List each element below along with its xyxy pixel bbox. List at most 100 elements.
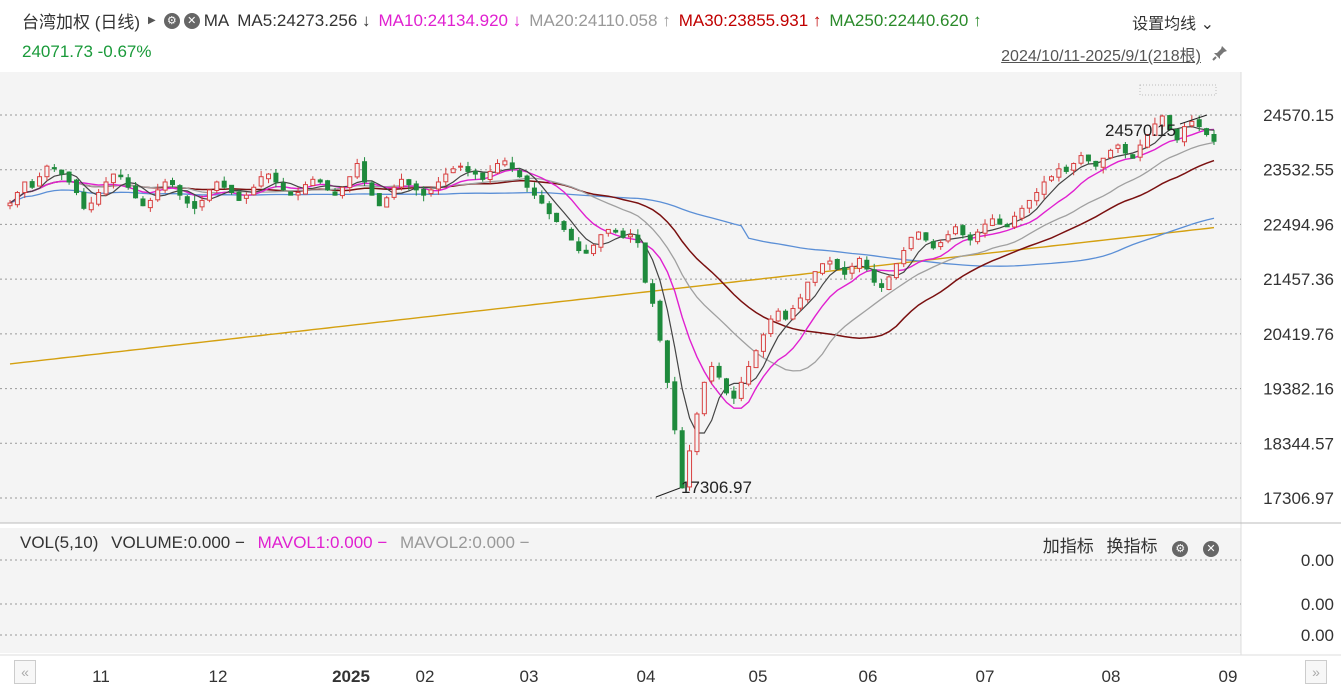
candle-up [435,181,441,190]
candle-up [339,186,345,197]
candle-up [37,176,43,187]
candle-down [620,230,626,238]
candle-up [1019,207,1025,219]
price-change: 24071.73 -0.67% [22,42,152,61]
candle-up [901,250,907,265]
candle-down [576,241,582,252]
candle-down [723,378,729,394]
candle-up [1137,144,1143,158]
candle-down [1211,133,1217,142]
candle-up [1100,157,1106,168]
candle-down [930,241,936,249]
candle-down [1004,224,1010,228]
candle-up [88,202,94,211]
candle-up [155,189,161,201]
candle-up [295,192,301,196]
vol-label: VOL(5,10) [20,533,99,552]
candle-up [1145,134,1151,148]
annotations: 17306.97 24570.15 [655,84,1217,498]
candle-down [842,267,848,275]
candle-up [243,194,249,199]
y-tick-label: 23532.55 [1263,161,1334,180]
gear-icon[interactable]: ⚙ [1172,541,1189,557]
candle-down [1130,154,1136,159]
candle-up [1181,126,1187,143]
candle-down [170,180,176,186]
scroll-left-button[interactable]: « [14,660,36,684]
candle-up [302,184,308,195]
candles [7,114,1217,491]
candle-down [51,167,57,170]
y-tick-label: 17306.97 [1263,489,1334,508]
candle-down [317,179,323,183]
candle-up [938,242,944,248]
candle-down [413,183,419,191]
close-icon[interactable]: ✕ [1203,541,1219,557]
candle-down [66,171,72,183]
candle-down [1085,154,1091,162]
add-indicator-button[interactable]: 加指标 [1042,537,1094,556]
candle-down [657,300,663,341]
candle-up [1078,155,1084,164]
candle-up [347,176,353,189]
candle-down [480,172,486,180]
ma-settings-button[interactable]: 设置均线 ⌄ [1132,16,1214,33]
candle-down [1122,144,1128,154]
candle-down [369,182,375,196]
candle-up [856,257,862,269]
candle-up [1034,192,1040,202]
candle-up [849,265,855,274]
candle-down [325,180,331,191]
candle-up [775,310,781,322]
candle-down [635,234,641,244]
ma250-value: MA250:22440.620 ↑ [829,10,982,30]
volume-tick-label: 0.00 [1301,551,1334,570]
candle-down [834,258,840,270]
candle-down [472,170,478,175]
candle-down [421,188,427,196]
candle-down [29,181,35,188]
candle-up [96,192,102,205]
y-tick-label: 18344.57 [1263,434,1334,453]
candle-up [694,413,700,453]
candle-down [960,225,966,236]
chart-title[interactable]: 台湾加权 (日线) [22,13,141,32]
pin-icon[interactable] [1211,44,1229,62]
candle-up [354,163,360,178]
candle-down [1174,128,1180,141]
x-axis-ticks: 11 12 2025 02 03 04 05 06 07 08 09 [92,667,1237,686]
candle-up [1152,123,1158,136]
candle-down [133,185,139,199]
candle-down [1167,115,1173,130]
x-tick-label: 2025 [332,667,370,686]
candle-down [731,390,737,399]
candle-up [746,366,752,385]
x-tick-label: 11 [92,667,110,686]
ma20-value: MA20:24110.058 ↑ [529,10,671,30]
candle-up [258,176,264,187]
candle-down [642,242,648,283]
candle-up [1012,215,1018,228]
candle-down [679,430,685,489]
candle-up [812,271,818,283]
candle-down [1196,119,1202,128]
candle-down [1204,128,1210,136]
candle-up [827,260,833,265]
candle-down [140,198,146,207]
expand-arrow-icon[interactable]: ▶ [148,15,156,26]
date-range[interactable]: 2024/10/11-2025/9/1(218根) [1001,48,1201,65]
candle-down [664,340,670,383]
volume-tick-label: 0.00 [1301,595,1334,614]
gear-icon[interactable]: ⚙ [163,12,180,29]
scroll-right-button[interactable]: » [1305,660,1327,684]
high-arrow [1179,114,1208,125]
close-icon[interactable]: ✕ [183,12,200,29]
switch-indicator-button[interactable]: 换指标 [1106,537,1158,556]
candle-up [687,450,693,488]
mavol1-value: MAVOL1:0.000 − [257,533,388,552]
volume-header: VOL(5,10) VOLUME:0.000 − MAVOL1:0.000 − … [20,533,538,553]
candle-down [73,179,79,194]
candle-down [288,191,294,196]
candle-down [192,201,198,209]
candle-up [598,234,604,248]
